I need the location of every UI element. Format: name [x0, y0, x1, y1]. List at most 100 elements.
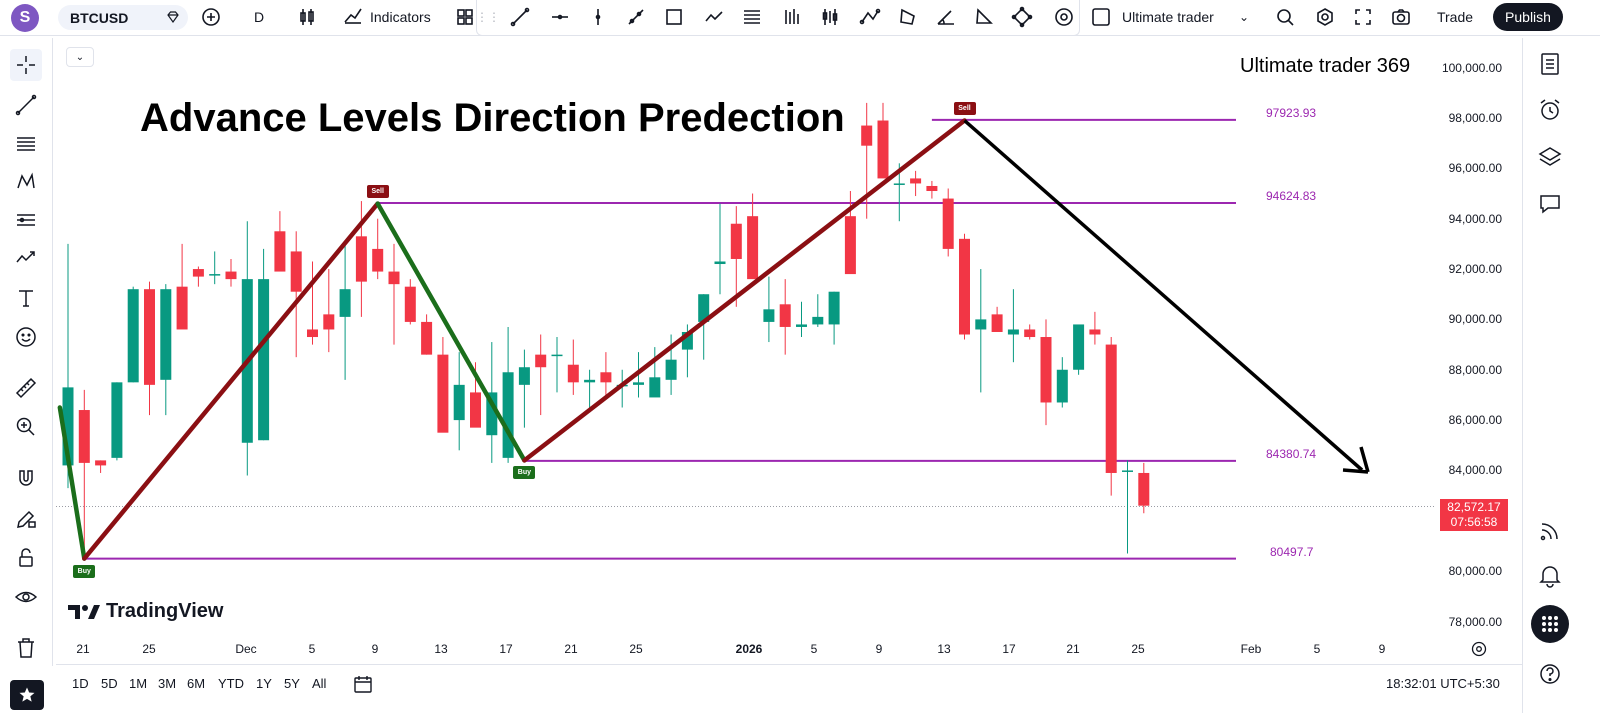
ruler-icon[interactable] — [10, 372, 42, 404]
range-3m[interactable]: 3M — [158, 676, 177, 691]
record-icon[interactable] — [1051, 0, 1077, 34]
range-1m[interactable]: 1M — [129, 676, 148, 691]
zigzag-up-leg[interactable] — [82, 201, 380, 561]
candle-body — [812, 316, 824, 325]
broadcast-icon[interactable] — [1533, 514, 1567, 548]
fib-retracement-icon[interactable] — [739, 0, 765, 34]
compare-add-icon[interactable] — [198, 0, 224, 34]
candle-body — [1138, 472, 1150, 506]
help-icon[interactable] — [1533, 657, 1567, 691]
crosshair-icon[interactable] — [10, 49, 42, 81]
candlestick-chart[interactable] — [56, 38, 1434, 635]
zigzag-down-leg[interactable] — [375, 201, 527, 463]
layout-name[interactable]: Ultimate trader — [1122, 9, 1214, 25]
candle-body — [844, 216, 856, 275]
vertical-line-icon[interactable] — [585, 0, 611, 34]
triangle-icon[interactable] — [971, 0, 997, 34]
candle-body — [78, 410, 90, 463]
candle-body — [1089, 329, 1101, 335]
trend-line-icon[interactable] — [10, 89, 42, 121]
candle — [991, 306, 1003, 332]
quick-search-icon[interactable] — [1272, 0, 1298, 34]
chart-pane[interactable] — [56, 38, 1434, 635]
position-tool-icon[interactable] — [10, 204, 42, 236]
time-axis[interactable]: 21 25 Dec 5 9 13 17 21 25 2026 5 9 13 17 21 25 Feb 5 9 — [56, 636, 1434, 662]
drag-handle-icon[interactable]: ⋮⋮ — [476, 10, 500, 24]
interval-button[interactable]: D — [253, 9, 265, 25]
range-all[interactable]: All — [312, 676, 327, 691]
buy-signal-marker[interactable]: Buy — [73, 564, 96, 578]
ray-icon[interactable] — [623, 0, 649, 34]
candle — [975, 269, 987, 393]
zigzag-down-leg[interactable] — [57, 405, 87, 561]
layers-icon[interactable] — [1533, 140, 1567, 174]
range-6m[interactable]: 6M — [187, 676, 206, 691]
candle-body — [796, 324, 807, 327]
candle — [942, 188, 954, 257]
trade-button[interactable]: Trade — [1436, 9, 1474, 25]
trash-icon[interactable] — [10, 632, 42, 664]
indicators-button[interactable]: Indicators — [342, 0, 442, 34]
price-axis[interactable]: 100,000.00 98,000.00 96,000.00 94,000.00 92,… — [1434, 38, 1520, 638]
chevron-down-icon[interactable]: ⌄ — [1238, 10, 1250, 24]
lock-icon[interactable] — [10, 542, 42, 574]
clock-timezone[interactable]: 18:32:01 UTC+5:30 — [1386, 676, 1500, 691]
emoji-icon[interactable] — [10, 321, 42, 353]
favorites-star-icon[interactable] — [10, 680, 44, 710]
alarm-clock-icon[interactable] — [1533, 93, 1567, 127]
fullscreen-icon[interactable] — [1350, 0, 1376, 34]
candle-body — [714, 261, 726, 265]
time-tick-label: 17 — [499, 642, 513, 656]
range-ytd[interactable]: YTD — [218, 676, 244, 691]
fib-tool-icon[interactable] — [10, 128, 42, 160]
polygon-icon[interactable] — [895, 0, 921, 34]
visibility-eye-icon[interactable] — [10, 581, 42, 613]
collapse-legend-chevron-icon[interactable]: ⌄ — [66, 47, 94, 67]
apps-grid-icon[interactable] — [1531, 605, 1569, 643]
axis-settings-gear-icon[interactable] — [1470, 640, 1488, 658]
watchlist-icon[interactable] — [1533, 47, 1567, 81]
candles-icon[interactable] — [294, 0, 320, 34]
xabcd-pattern-icon[interactable] — [857, 0, 883, 34]
pattern-icon[interactable] — [1009, 0, 1035, 34]
last-price-badge: 82,572.17 07:56:58 — [1440, 499, 1508, 531]
zigzag-up-leg[interactable] — [522, 118, 967, 463]
range-1d[interactable]: 1D — [72, 676, 89, 691]
bars-pattern-icon[interactable] — [817, 0, 843, 34]
user-avatar[interactable]: S — [11, 4, 39, 32]
range-5y[interactable]: 5Y — [284, 676, 300, 691]
candle — [763, 276, 775, 343]
notification-bell-icon[interactable] — [1533, 558, 1567, 592]
price-tick-label: 78,000.00 — [1448, 614, 1502, 629]
sell-signal-marker[interactable]: Sell — [366, 184, 389, 198]
magnet-icon[interactable] — [10, 463, 42, 495]
buy-signal-marker[interactable]: Buy — [513, 466, 536, 480]
trend-line-icon[interactable] — [507, 0, 533, 34]
prediction-arrow-line[interactable] — [963, 119, 1364, 472]
zoom-in-icon[interactable] — [10, 411, 42, 443]
checkbox-icon[interactable] — [1090, 0, 1112, 34]
settings-gear-icon[interactable] — [1312, 0, 1338, 34]
horizontal-line-icon[interactable] — [547, 0, 573, 34]
lock-drawing-pen-icon[interactable] — [10, 503, 42, 535]
right-sidebar — [1522, 38, 1600, 713]
chat-icon[interactable] — [1533, 187, 1567, 221]
symbol-search-button[interactable]: BTCUSD — [58, 5, 188, 30]
camera-icon[interactable] — [1388, 0, 1414, 34]
path-icon[interactable] — [701, 0, 727, 34]
candle — [600, 352, 612, 398]
pattern-tool-icon[interactable] — [10, 166, 42, 198]
brush-tool-icon[interactable] — [10, 242, 42, 274]
angle-icon[interactable] — [933, 0, 959, 34]
long-position-icon[interactable] — [779, 0, 805, 34]
range-5d[interactable]: 5D — [101, 676, 118, 691]
publish-button[interactable]: Publish — [1493, 3, 1563, 31]
rectangle-icon[interactable] — [661, 0, 687, 34]
time-tick-label: Dec — [235, 642, 257, 656]
sell-signal-marker[interactable]: Sell — [953, 101, 976, 115]
text-tool-icon[interactable] — [10, 282, 42, 314]
layout-grid-icon[interactable] — [452, 0, 478, 34]
go-to-date-calendar-icon[interactable] — [352, 673, 374, 695]
tradingview-logo[interactable]: TradingView — [68, 600, 223, 623]
range-1y[interactable]: 1Y — [256, 676, 272, 691]
